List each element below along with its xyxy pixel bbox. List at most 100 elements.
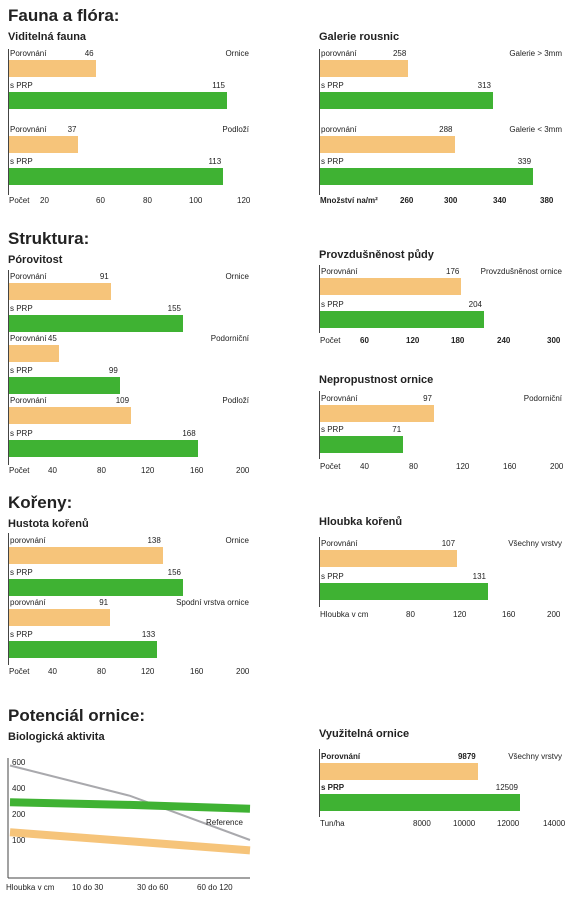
tick-label: 200 [236, 466, 250, 475]
bar-series-label: s PRP [10, 630, 33, 639]
group-label: Podorniční [210, 334, 249, 343]
bar-value-label: 204 [468, 300, 482, 309]
bar-series-label: s PRP [10, 429, 33, 438]
chart-title: Využitelná ornice [319, 728, 410, 740]
bar-series-label: porovnání [10, 598, 46, 607]
line-series-prp [9, 798, 251, 813]
section-title-struktura: Struktura: [8, 229, 90, 248]
tick-label: 12000 [497, 819, 520, 828]
axis-label: Počet [320, 336, 341, 345]
bar-value-label: 12509 [495, 783, 518, 792]
bar-value-label: 46 [84, 49, 94, 58]
bar-series-label: s PRP [321, 300, 344, 309]
bar-series-label: s PRP [10, 568, 33, 577]
bar-value-label: 71 [392, 425, 402, 434]
chart-title: Hloubka kořenů [319, 516, 403, 528]
group-label: Všechny vrstvy [508, 752, 562, 761]
axis-line [319, 749, 320, 817]
bar-series-label: s PRP [10, 304, 33, 313]
group-label: Ornice [225, 49, 249, 58]
bar-value-label: 9879 [457, 752, 476, 761]
tick-label: 240 [497, 336, 511, 345]
bar-series-label: s PRP [10, 81, 33, 90]
line-chart-xtick-0: 10 do 30 [72, 883, 104, 892]
tick-label: 260 [400, 196, 414, 205]
tick-label: 100 [189, 196, 203, 205]
line-chart-series-label-reference: Reference [206, 818, 243, 827]
tick-label: 60 [96, 196, 105, 205]
bar-prp [320, 794, 520, 811]
section-title-koreny: Kořeny: [8, 493, 73, 512]
tick-label: 40 [360, 462, 369, 471]
bar-value-label: 155 [167, 304, 181, 313]
bar-value-label: 91 [99, 598, 109, 607]
bar-value-label: 113 [208, 157, 222, 166]
tick-label: 200 [550, 462, 564, 471]
bar-series-label: Porovnání [10, 272, 47, 281]
bar-value-label: 176 [446, 267, 460, 276]
axis-label: Počet [9, 466, 30, 475]
bar-value-label: 258 [392, 49, 407, 58]
axis-label: Počet [320, 462, 341, 471]
bar-prp [320, 436, 404, 453]
bar-value-label: 156 [167, 568, 181, 577]
bar-prp [9, 440, 198, 457]
bar-comparison [320, 550, 458, 567]
bar-value-label: 37 [67, 125, 77, 134]
line-chart-xtick-1: 30 do 60 [137, 883, 169, 892]
tick-label: 80 [406, 610, 415, 619]
tick-label: 200 [547, 610, 561, 619]
bar-value-label: 99 [108, 366, 118, 375]
group-label: Ornice [225, 272, 249, 281]
bar-series-label: Porovnání [321, 752, 361, 761]
axis-label: Počet [9, 196, 30, 205]
tick-label: 10000 [453, 819, 476, 828]
bar-comparison [9, 407, 132, 424]
axis-line [319, 537, 320, 607]
line-chart-ytick-1: 400 [12, 784, 26, 793]
chart-title: Pórovitost [8, 254, 63, 266]
bar-prp [320, 92, 493, 109]
chart-title: Galerie rousnic [319, 31, 400, 43]
bar-value-label: 168 [182, 429, 196, 438]
bar-comparison [320, 60, 409, 77]
bar-series-label: Porovnání [10, 49, 47, 58]
axis-line [319, 49, 320, 195]
group-label: Podloží [222, 396, 249, 405]
chart-title: Hustota kořenů [8, 518, 89, 530]
bar-series-label: s PRP [321, 783, 345, 792]
tick-label: 60 [360, 336, 369, 345]
axis-line [8, 49, 9, 195]
section-title-fauna: Fauna a flóra: [8, 6, 120, 25]
bar-series-label: porovnání [321, 125, 357, 134]
bar-prp [320, 583, 488, 600]
group-label: Všechny vrstvy [508, 539, 562, 548]
axis-line [8, 533, 9, 665]
bar-value-label: 97 [423, 394, 432, 403]
tick-label: 120 [406, 336, 420, 345]
line-chart-ytick-2: 200 [12, 810, 26, 819]
tick-label: 80 [143, 196, 152, 205]
bar-series-label: Porovnání [10, 125, 47, 134]
bar-comparison [9, 345, 59, 362]
bar-series-label: Porovnání [321, 267, 358, 276]
group-label: Galerie < 3mm [509, 125, 562, 134]
tick-label: 40 [48, 667, 57, 676]
line-series-reference [9, 764, 251, 841]
group-label: Podloží [222, 125, 249, 134]
tick-label: 120 [141, 667, 155, 676]
bar-prp [9, 579, 183, 596]
bar-prp [320, 168, 534, 185]
tick-label: 40 [48, 466, 57, 475]
bar-comparison [320, 278, 462, 295]
bar-series-label: porovnání [10, 536, 46, 545]
tick-label: 300 [547, 336, 561, 345]
tick-label: 160 [503, 462, 517, 471]
bar-prp [9, 92, 227, 109]
tick-label: 120 [456, 462, 470, 471]
bar-comparison [9, 60, 96, 77]
bar-series-label: s PRP [321, 572, 344, 581]
bar-comparison [320, 405, 434, 422]
tick-label: 340 [493, 196, 507, 205]
bar-prp [9, 641, 158, 658]
